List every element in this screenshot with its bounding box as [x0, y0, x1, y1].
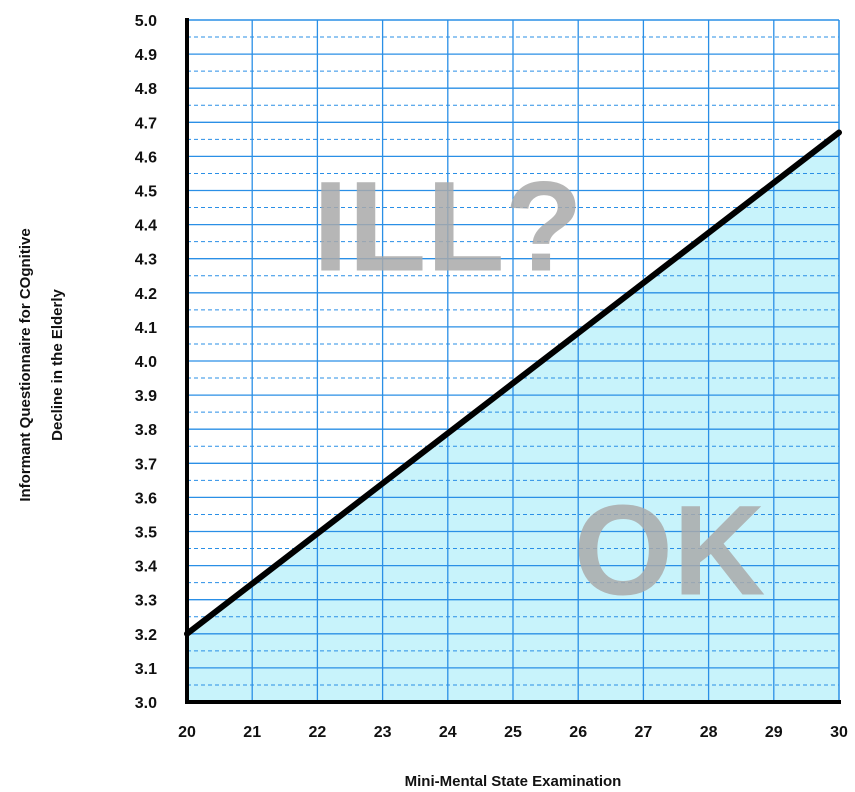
x-tick-label: 21: [243, 724, 261, 741]
x-tick-label: 27: [635, 724, 653, 741]
grid: [187, 19, 840, 702]
ok-region-label: OK: [573, 480, 765, 623]
y-tick-label: 4.4: [135, 218, 157, 235]
y-tick-label: 3.7: [135, 456, 157, 473]
x-tick-label: 23: [374, 724, 392, 741]
region-labels: ILL? OK: [313, 156, 766, 623]
x-axis-title: Mini-Mental State Examination: [405, 773, 622, 790]
y-tick-label: 4.5: [135, 184, 157, 201]
y-tick-label: 3.4: [135, 559, 157, 576]
y-tick-label: 4.6: [135, 149, 157, 166]
y-tick-label: 3.9: [135, 388, 157, 405]
tick-labels: 3.0 3.1 3.2 3.3 3.4 3.5 3.6 3.7 3.8 3.9 4.0 4.1 4.2 4…: [135, 13, 848, 741]
y-tick-label: 4.3: [135, 252, 157, 269]
y-tick-label: 5.0: [135, 13, 157, 30]
y-tick-label: 3.0: [135, 695, 157, 712]
x-tick-label: 30: [830, 724, 848, 741]
x-tick-label: 25: [504, 724, 522, 741]
boundary-line: [184, 129, 842, 637]
axes: [184, 18, 842, 704]
y-tick-label: 3.2: [135, 627, 157, 644]
y-tick-label: 4.9: [135, 47, 157, 64]
x-tick-label: 24: [439, 724, 457, 741]
y-tick-label: 4.7: [135, 115, 157, 132]
x-tick-label: 20: [178, 724, 196, 741]
x-tick-label: 28: [700, 724, 718, 741]
ill-region-label: ILL?: [313, 156, 583, 299]
y-tick-label: 3.6: [135, 490, 157, 507]
y-axis-title-line2: Decline in the Elderly: [49, 288, 66, 440]
y-tick-label: 4.2: [135, 286, 157, 303]
y-axis-title-line1: Informant Questionnaire for COgnitive: [17, 228, 34, 501]
y-tick-label: 3.3: [135, 593, 157, 610]
y-tick-label: 4.0: [135, 354, 157, 371]
x-tick-label: 26: [569, 724, 587, 741]
y-tick-label: 3.5: [135, 525, 157, 542]
y-tick-label: 3.8: [135, 422, 157, 439]
y-tick-label: 4.1: [135, 320, 157, 337]
x-tick-label: 29: [765, 724, 783, 741]
y-tick-label: 3.1: [135, 661, 157, 678]
x-tick-label: 22: [309, 724, 327, 741]
y-tick-label: 4.8: [135, 81, 157, 98]
